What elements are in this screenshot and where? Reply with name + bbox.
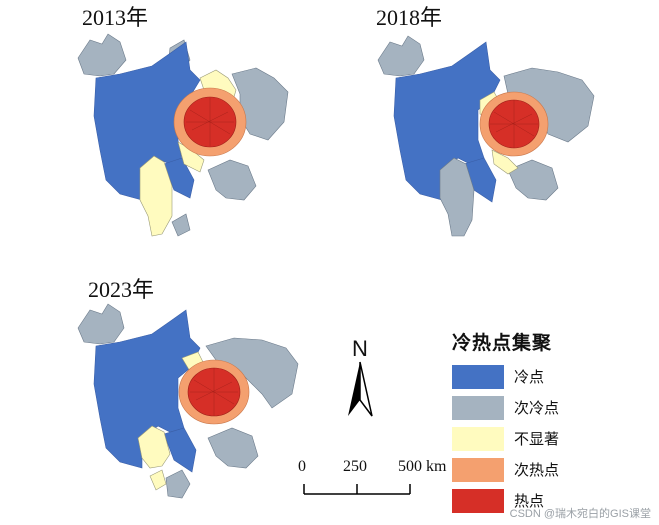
map-2018	[377, 35, 595, 237]
legend-item-sub-cold: 次冷点	[452, 392, 642, 423]
region-hot	[488, 99, 540, 149]
legend-item-not-significant: 不显著	[452, 423, 642, 454]
scale-bar	[303, 484, 411, 495]
legend-item-cold: 冷点	[452, 361, 642, 392]
legend-title: 冷热点集聚	[452, 333, 553, 354]
legend-item-hot: 热点	[452, 485, 642, 516]
north-arrow-label: N	[352, 336, 368, 361]
region-sub-cold-south	[439, 157, 475, 237]
legend-label-sub-cold: 次冷点	[514, 401, 560, 417]
legend-item-sub-hot: 次热点	[452, 454, 642, 485]
region-sub-cold-east	[165, 337, 299, 499]
scale-tick-250: 250	[343, 458, 367, 475]
region-sub-cold-north	[77, 303, 125, 345]
panel-title-2018: 2018年	[376, 5, 443, 30]
legend-label-not-significant: 不显著	[514, 432, 560, 448]
region-cold-west	[93, 309, 201, 473]
legend-label-cold: 冷点	[514, 370, 545, 386]
region-sub-cold-north	[377, 35, 425, 77]
watermark-text: CSDN @瑞木宛白的GIS课堂	[509, 508, 651, 520]
map-2013	[77, 33, 289, 237]
legend: 冷热点集聚 冷点 次冷点 不显著 次热点 热点	[452, 328, 642, 516]
region-cold-west	[93, 41, 201, 201]
legend-swatch-sub-cold	[452, 395, 504, 420]
region-hot	[183, 96, 237, 148]
legend-swatch-cold	[452, 364, 504, 389]
region-cold-west	[393, 41, 501, 203]
map-2023	[77, 303, 299, 499]
legend-swatch-not-significant	[452, 426, 504, 451]
panel-title-2023: 2023年	[88, 277, 155, 302]
legend-label-hot: 热点	[514, 494, 545, 510]
region-hot	[187, 367, 241, 417]
panel-title-2013: 2013年	[82, 5, 149, 30]
north-arrow-icon	[348, 361, 373, 417]
legend-swatch-sub-hot	[452, 457, 504, 482]
scale-tick-500: 500 km	[398, 458, 447, 475]
legend-label-sub-hot: 次热点	[514, 463, 560, 479]
legend-swatch-hot	[452, 488, 504, 513]
scale-tick-0: 0	[298, 458, 306, 475]
region-sub-cold-east	[503, 67, 595, 201]
